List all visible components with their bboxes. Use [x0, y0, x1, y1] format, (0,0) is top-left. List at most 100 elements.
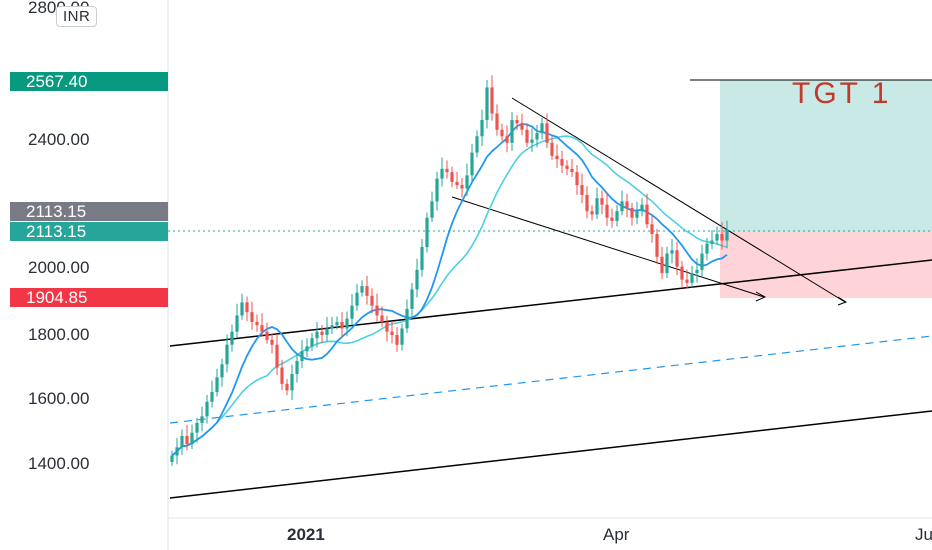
candle-body: [555, 155, 559, 160]
candle-body: [470, 152, 474, 176]
candle-body: [280, 367, 284, 384]
candle-body: [695, 269, 699, 274]
candle-body: [635, 211, 639, 218]
candle-body: [405, 308, 409, 329]
candle-body: [595, 198, 599, 215]
candle-body: [425, 217, 429, 248]
ma-slow-line: [171, 135, 728, 457]
candle-body: [665, 253, 669, 274]
candle-body: [295, 361, 299, 375]
candle-body: [670, 250, 674, 254]
candle-body: [415, 269, 419, 290]
candle-body: [560, 159, 564, 166]
candle-body: [300, 351, 304, 362]
candle-body: [260, 325, 264, 332]
candle-body: [395, 334, 399, 345]
candle-body: [520, 123, 524, 130]
candle-body: [710, 240, 714, 244]
currency-badge[interactable]: INR: [56, 6, 98, 27]
candle-body: [610, 217, 614, 221]
y-tick-label: 2400.00: [28, 130, 89, 149]
candle-body: [675, 250, 679, 267]
entry-price-tag: 2113.15: [10, 222, 168, 241]
candle-body: [385, 321, 389, 332]
candle-body: [540, 123, 544, 134]
candle-body: [725, 229, 729, 241]
candle-body: [275, 344, 279, 368]
candle-body: [320, 331, 324, 335]
candle-body: [640, 204, 644, 212]
position-tool[interactable]: TGT 1: [690, 77, 932, 298]
candle-body: [375, 305, 379, 316]
candle-body: [515, 120, 519, 124]
candle-body: [625, 201, 629, 208]
candle-body: [510, 120, 514, 143]
candle-body: [570, 168, 574, 173]
candle-body: [265, 331, 269, 340]
candle-body: [685, 279, 689, 283]
candle-body: [435, 178, 439, 202]
candle-body: [190, 432, 194, 445]
ma-fast-line: [171, 122, 728, 457]
candle-body: [340, 321, 344, 329]
candle-body: [485, 87, 489, 120]
candle-body: [705, 243, 709, 254]
y-tick-label: 1800.00: [28, 325, 89, 344]
candle-body: [650, 224, 654, 234]
channel-mid-trendline[interactable]: [169, 335, 932, 424]
last-price-tag: 2113.15: [10, 202, 168, 221]
candle-body: [720, 234, 724, 241]
stop-zone: [720, 231, 932, 298]
candle-body: [590, 211, 594, 215]
wedge-upper-line[interactable]: [511, 97, 846, 303]
candle-body: [505, 136, 509, 143]
candle-body: [525, 129, 529, 143]
candle-body: [390, 331, 394, 335]
candle-body: [460, 185, 464, 189]
candle-body: [465, 175, 469, 189]
candle-body: [285, 383, 289, 391]
candle-body: [270, 339, 274, 345]
candle-body: [475, 136, 479, 153]
candle-body: [680, 266, 684, 280]
candle-body: [490, 87, 494, 114]
candle-body: [210, 391, 214, 402]
candle-body: [330, 325, 334, 329]
candle-body: [185, 435, 189, 445]
trendlines[interactable]: [169, 97, 932, 499]
candle-body: [620, 201, 624, 212]
channel-bottom-trendline[interactable]: [169, 410, 932, 499]
candle-body: [305, 346, 309, 352]
candle-body: [360, 286, 364, 293]
target-zone: [720, 80, 932, 231]
candle-body: [550, 142, 554, 156]
x-tick-label: 2021: [287, 525, 325, 544]
candle-body: [600, 198, 604, 205]
candle-body: [365, 286, 369, 296]
candle-body: [355, 292, 359, 306]
candle-body: [655, 234, 659, 257]
candle-body: [615, 211, 619, 221]
candlesticks: [170, 75, 729, 466]
candle-body: [630, 207, 634, 218]
candle-body: [400, 328, 404, 345]
candle-body: [290, 374, 294, 391]
candle-body: [410, 289, 414, 309]
candle-body: [660, 256, 664, 274]
arrow-head-icon: [755, 291, 767, 302]
support-trendline[interactable]: [169, 259, 932, 347]
y-tick-label: 1400.00: [28, 454, 89, 473]
candle-body: [175, 447, 179, 456]
candle-body: [230, 331, 234, 345]
candle-body: [530, 139, 534, 143]
candle-body: [715, 234, 719, 241]
arrow-head-icon: [837, 296, 848, 306]
candle-body: [240, 302, 244, 316]
x-tick-label: Apr: [603, 525, 630, 544]
candle-body: [235, 315, 239, 332]
candle-body: [250, 312, 254, 322]
wedge-lower-line[interactable]: [451, 196, 765, 298]
candle-body: [580, 185, 584, 195]
target-price-tag: 2567.40: [10, 72, 168, 91]
candle-body: [420, 247, 424, 270]
